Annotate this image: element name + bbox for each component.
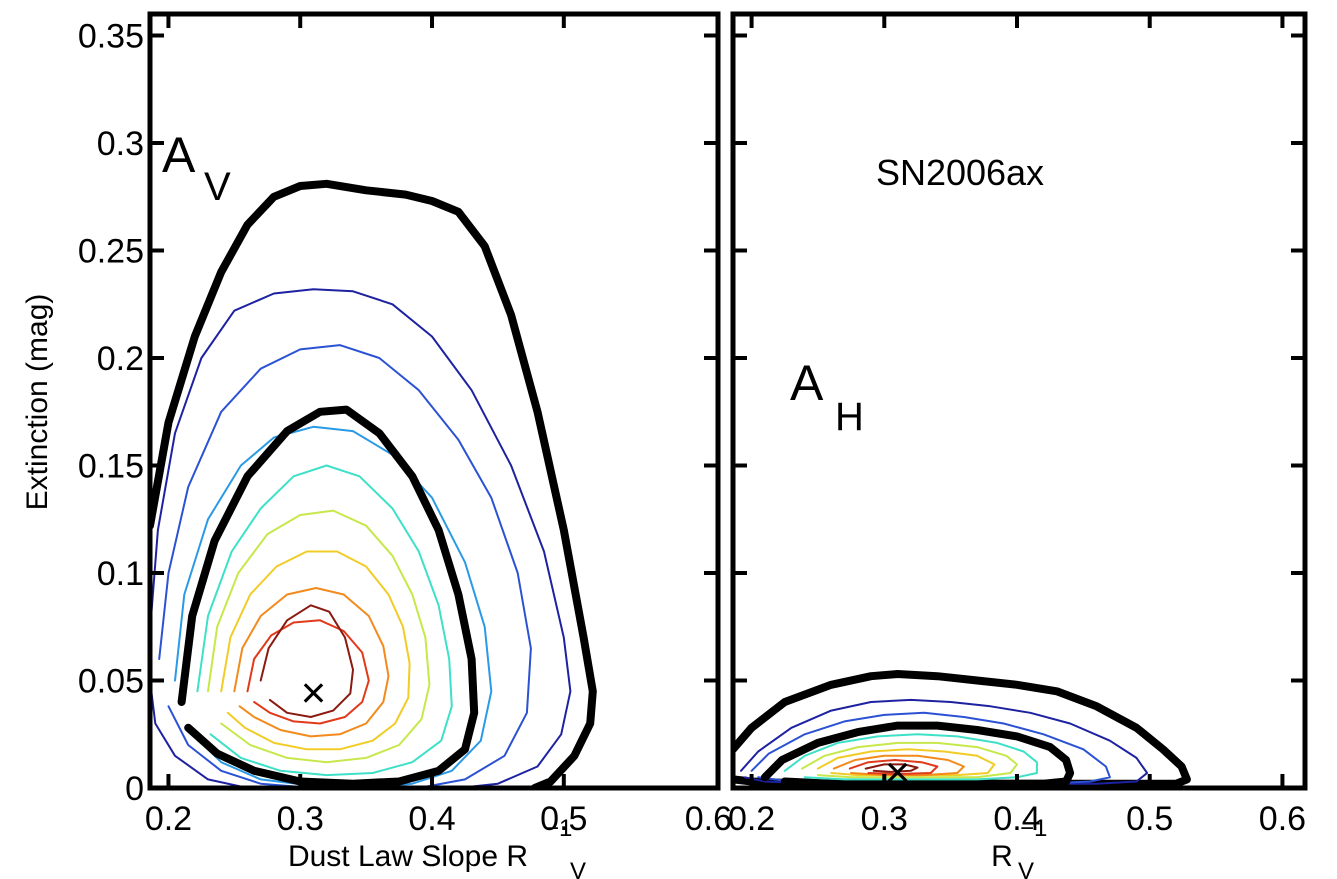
contour-thick-line-4 [177,405,479,788]
panel-label: A [162,127,196,183]
tick-group: 0.2 0.3 0.4 0.5 0 0.05 0.1 0.15 0.2 0.25 0.3 0.35 [78,14,718,838]
x-tick-label: 0.2 [728,800,775,838]
contour-group [733,670,1191,788]
x-axis-label-superscript: −1 [1020,815,1047,842]
x-tick-prefix-label: 0.6 [685,800,732,838]
x-tick-label: 0.4 [993,800,1040,838]
y-tick-label: 0.2 [97,340,144,378]
tick-group: 0.2 0.3 0.4 0.5 0.6 [728,14,1306,838]
contour-thick-line-0 [150,179,597,788]
best-fit-marker: × [301,668,327,717]
x-tick-label: 0.2 [145,800,192,838]
contour-line-8 [233,587,390,738]
x-axis-label: R [991,840,1013,873]
y-tick-label: 0.25 [78,233,144,271]
panel-label-subscript: V [204,165,231,209]
panel-label-subscript: H [835,395,864,439]
contour-line-5 [196,464,453,777]
contour-line-5 [801,741,1018,779]
panel-label: A [790,355,824,411]
y-tick-label: 0.05 [78,663,144,701]
x-axis-label: Dust Law Slope R [288,840,528,873]
x-tick-label: 0.3 [277,800,324,838]
contour-line-4 [783,733,1038,781]
contour-line-1 [150,288,572,788]
x-tick-label: 0.5 [1126,800,1173,838]
panel-ah: 0.2 0.3 0.4 0.5 0.6 A H SN2006ax R −1 V 0.6 … [685,11,1308,879]
x-tick-label: 0.3 [861,800,908,838]
x-tick-label: 0.6 [1259,800,1306,838]
contour-line-9 [864,763,919,773]
y-axis-label: Extinction (mag) [21,294,54,511]
y-tick-label: 0.3 [97,125,144,163]
object-annotation: SN2006ax [876,152,1044,193]
y-tick-label: 0 [125,770,144,808]
y-tick-label: 0.1 [97,555,144,593]
y-tick-label: 0.35 [78,18,144,56]
contour-line-7 [832,754,965,777]
x-tick-label: 0.5 [540,800,587,838]
y-tick-label: 0.15 [78,448,144,486]
x-tick-label: 0.4 [408,800,455,838]
contour-line-7 [220,550,411,751]
x-axis-label-subscript: V [1018,858,1034,879]
contour-group [150,179,597,788]
contour-line-1 [740,698,1149,785]
contour-line-8 [848,759,939,775]
best-fit-marker: × [885,748,911,797]
panel-frame [147,11,721,791]
x-axis-label-subscript: V [570,858,586,879]
contour-thick-line-3 [760,721,1075,788]
panel-av: 0.2 0.3 0.4 0.5 0 0.05 0.1 0.15 0.2 0.25 0.3 0.35 A… [21,11,721,879]
contour-line-9 [246,619,370,725]
contour-line-6 [207,509,431,764]
x-axis-label-superscript: −1 [545,815,572,842]
contour-line-10 [259,604,354,718]
